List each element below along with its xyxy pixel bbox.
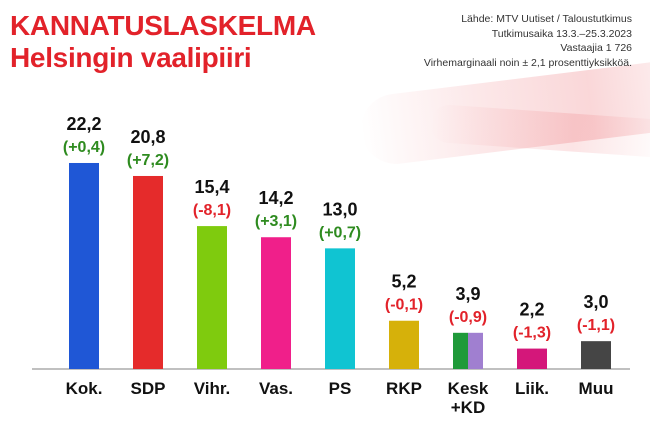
bar-group: 2,2 (-1,3) Liik. — [513, 300, 551, 398]
value-label: 5,2 — [391, 272, 416, 292]
category-label: Vas. — [259, 379, 293, 398]
category-label: RKP — [386, 379, 422, 398]
bar — [261, 237, 291, 369]
title-line-2: Helsingin vaalipiiri — [10, 42, 252, 73]
value-label: 14,2 — [258, 188, 293, 208]
category-label: Vihr. — [194, 379, 231, 398]
change-label: (+7,2) — [127, 152, 169, 169]
change-label: (+0,7) — [319, 224, 361, 241]
category-label: Muu — [579, 379, 614, 398]
value-label: 15,4 — [194, 177, 229, 197]
value-label: 22,2 — [66, 114, 101, 134]
change-label: (+3,1) — [255, 213, 297, 230]
source-line-4: Virhemarginaali noin ± 2,1 prosenttiyksi… — [423, 56, 632, 69]
bar-group: 14,2 (+3,1) Vas. — [255, 188, 297, 398]
bar-group: 15,4 (-8,1) Vihr. — [193, 177, 231, 398]
bar-group: 22,2 (+0,4) Kok. — [63, 114, 105, 398]
source-line-3: Vastaajia 1 726 — [560, 42, 632, 54]
bar-group: 20,8 (+7,2) SDP — [127, 127, 169, 398]
change-label: (-0,1) — [385, 297, 423, 314]
bar — [517, 348, 547, 369]
source-line-2: Tutkimusaika 13.3.–25.3.2023 — [491, 27, 632, 40]
bar — [197, 226, 227, 369]
source-line-1: Lähde: MTV Uutiset / Taloustutkimus — [461, 13, 632, 25]
change-label: (-8,1) — [193, 202, 231, 219]
title-line-1: KANNATUSLASKELMA — [10, 10, 316, 41]
change-label: (-1,3) — [513, 325, 551, 342]
source-info: Lähde: MTV Uutiset / Taloustutkimus Tutk… — [424, 12, 632, 70]
bar-group: 3,9 (-0,9) Kesk +KD — [448, 284, 489, 417]
bar-segment — [453, 332, 468, 369]
bar-group: 5,2 (-0,1) RKP — [385, 272, 423, 398]
category-label: Kesk +KD — [448, 379, 489, 417]
bar-group: 13,0 (+0,7) PS — [319, 199, 361, 398]
bar — [581, 341, 611, 369]
bar-segment — [468, 332, 483, 369]
category-label: Kok. — [66, 379, 103, 398]
category-label: Liik. — [515, 379, 549, 398]
change-label: (+0,4) — [63, 139, 105, 156]
value-label: 20,8 — [130, 127, 165, 147]
value-label: 3,9 — [455, 284, 480, 304]
bar — [325, 248, 355, 369]
category-label: PS — [329, 379, 352, 398]
change-label: (-1,1) — [577, 317, 615, 334]
bar — [133, 175, 163, 369]
category-label: SDP — [131, 379, 166, 398]
bar — [69, 162, 99, 369]
value-label: 2,2 — [519, 300, 544, 320]
bar-group: 3,0 (-1,1) Muu — [577, 292, 615, 398]
value-label: 13,0 — [322, 199, 357, 219]
bar — [389, 320, 419, 369]
chart-title: KANNATUSLASKELMA Helsingin vaalipiiri — [10, 10, 316, 74]
change-label: (-0,9) — [449, 309, 487, 326]
value-label: 3,0 — [583, 292, 608, 312]
